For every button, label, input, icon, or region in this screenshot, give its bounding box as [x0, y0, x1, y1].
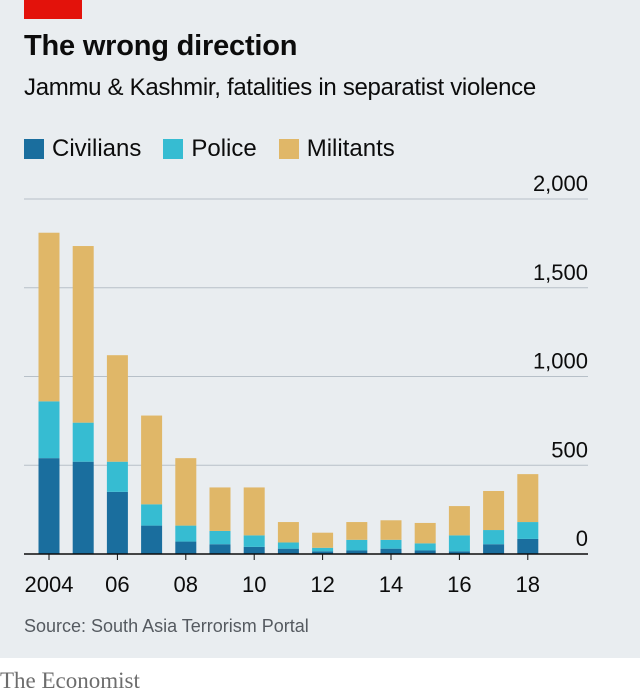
x-tick-label-2014: 14: [379, 572, 403, 597]
bar-2010-militants: [243, 487, 265, 536]
stacked-bar-chart: 0 500 1,000 1,500 2,000 2004 06 08 10 12 14 16 18: [24, 171, 588, 597]
bar-2014-police: [380, 539, 402, 549]
y-tick-label-500: 500: [551, 437, 588, 462]
legend-label-civilians: Civilians: [52, 135, 142, 162]
bar-2017-police: [483, 530, 505, 545]
chart-title: The wrong direction: [24, 30, 298, 62]
x-tick-label-2010: 10: [242, 572, 266, 597]
bar-2014-militants: [380, 520, 402, 540]
legend-label-police: Police: [191, 135, 257, 162]
bar-2015-police: [414, 543, 436, 551]
bar-2010-civilians: [243, 546, 265, 554]
bar-2016-civilians: [448, 551, 470, 554]
legend: Civilians Police Militants: [24, 135, 417, 163]
bar-2009-civilians: [209, 544, 231, 554]
bar-2006-militants: [106, 355, 128, 462]
bar-2010-police: [243, 535, 265, 547]
bar-2008-militants: [175, 458, 197, 526]
bar-2012-civilians: [312, 551, 334, 554]
bar-2011-militants: [277, 522, 299, 543]
legend-item-civilians: Civilians: [24, 135, 141, 163]
bar-2008-civilians: [175, 541, 197, 554]
x-tick-label-2004: 2004: [25, 572, 74, 597]
bar-2004-police: [38, 401, 60, 459]
brand-logo: The Economist: [0, 668, 140, 693]
brand-red-tag: [24, 0, 82, 19]
bar-2005-civilians: [72, 461, 94, 554]
bar-2012-police: [312, 547, 334, 552]
legend-swatch-civilians: [24, 139, 44, 159]
chart-subtitle: Jammu & Kashmir, fatalities in separatis…: [24, 74, 536, 101]
legend-swatch-militants: [278, 139, 299, 159]
bar-2013-militants: [346, 522, 368, 540]
bar-2006-police: [106, 461, 128, 492]
bar-2007-militants: [141, 415, 163, 505]
bar-2013-civilians: [346, 550, 368, 554]
bar-2016-militants: [448, 506, 470, 536]
bar-2018-civilians: [517, 538, 539, 554]
bar-2004-militants: [38, 232, 60, 402]
x-tick-label-2012: 12: [310, 572, 334, 597]
y-tick-label-0: 0: [576, 526, 588, 551]
bar-2007-civilians: [141, 525, 163, 554]
x-tick-label-2018: 18: [516, 572, 540, 597]
bar-2014-civilians: [380, 548, 402, 554]
legend-item-police: Police: [163, 135, 257, 163]
bar-2015-militants: [414, 522, 436, 544]
bar-2017-militants: [483, 490, 505, 531]
legend-label-militants: Militants: [306, 135, 395, 162]
bar-2005-militants: [72, 246, 94, 423]
bar-2011-civilians: [277, 548, 299, 554]
bar-2018-militants: [517, 474, 539, 523]
bar-2011-police: [277, 542, 299, 549]
bar-2015-civilians: [414, 550, 436, 554]
x-tick-label-2008: 08: [174, 572, 198, 597]
bar-2016-police: [448, 535, 470, 552]
bar-2004-civilians: [38, 458, 60, 554]
bar-2005-police: [72, 422, 94, 462]
source-note: Source: South Asia Terrorism Portal: [24, 616, 309, 636]
bar-2009-militants: [209, 487, 231, 531]
x-tick-label-2016: 16: [447, 572, 471, 597]
bar-2012-militants: [312, 532, 334, 548]
bar-2018-police: [517, 522, 539, 539]
legend-item-militants: Militants: [278, 135, 395, 163]
bar-2008-police: [175, 525, 197, 542]
y-tick-label-1500: 1,500: [533, 260, 588, 285]
legend-swatch-police: [163, 139, 184, 159]
bar-2013-police: [346, 539, 368, 551]
x-tick-label-2006: 06: [105, 572, 129, 597]
bar-2017-civilians: [483, 544, 505, 554]
bar-2007-police: [141, 504, 163, 526]
y-tick-label-1000: 1,000: [533, 349, 588, 374]
bar-2006-civilians: [106, 491, 128, 554]
y-tick-label-2000: 2,000: [533, 171, 588, 196]
bar-2009-police: [209, 530, 231, 545]
